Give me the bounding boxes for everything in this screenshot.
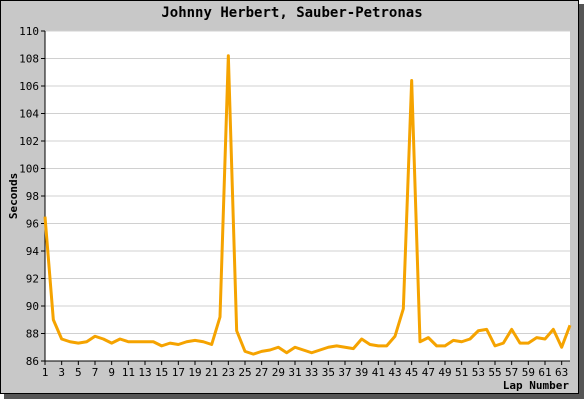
x-tick-label: 7 bbox=[92, 366, 99, 379]
y-axis-title: Seconds bbox=[7, 173, 20, 219]
y-tick-label: 104 bbox=[19, 108, 39, 121]
x-tick-label: 35 bbox=[322, 366, 335, 379]
y-tick-label: 92 bbox=[26, 273, 39, 286]
chart-title: Johnny Herbert, Sauber-Petronas bbox=[161, 5, 422, 21]
x-tick-label: 51 bbox=[455, 366, 468, 379]
data-line bbox=[43, 54, 572, 356]
x-tick-label: 55 bbox=[488, 366, 501, 379]
x-tick-label: 61 bbox=[538, 366, 551, 379]
x-tick-label: 47 bbox=[422, 366, 435, 379]
x-tick-label: 13 bbox=[138, 366, 151, 379]
x-tick-label: 17 bbox=[172, 366, 185, 379]
x-tick-label: 41 bbox=[372, 366, 385, 379]
x-tick-label: 53 bbox=[472, 366, 485, 379]
x-tick-label: 11 bbox=[122, 366, 135, 379]
y-tick-label: 96 bbox=[26, 218, 39, 231]
y-tick-label: 100 bbox=[19, 163, 39, 176]
x-tick-label: 43 bbox=[388, 366, 401, 379]
x-tick-label: 5 bbox=[75, 366, 82, 379]
x-tick-label: 23 bbox=[222, 366, 235, 379]
x-tick-label: 9 bbox=[108, 366, 115, 379]
x-tick-label: 63 bbox=[555, 366, 568, 379]
x-tick-label: 27 bbox=[255, 366, 268, 379]
x-tick-label: 59 bbox=[522, 366, 535, 379]
x-tick-label: 37 bbox=[338, 366, 351, 379]
x-tick-label: 25 bbox=[238, 366, 251, 379]
x-tick-label: 29 bbox=[272, 366, 285, 379]
x-tick-label: 15 bbox=[155, 366, 168, 379]
y-tick-label: 110 bbox=[19, 25, 39, 38]
x-tick-label: 3 bbox=[58, 366, 65, 379]
x-tick-label: 1 bbox=[42, 366, 49, 379]
x-tick-label: 21 bbox=[205, 366, 218, 379]
x-axis-title: Lap Number bbox=[503, 379, 570, 392]
y-tick-label: 106 bbox=[19, 80, 39, 93]
x-tick-label: 33 bbox=[305, 366, 318, 379]
y-tick-label: 98 bbox=[26, 190, 39, 203]
y-tick-label: 108 bbox=[19, 53, 39, 66]
y-tick-label: 90 bbox=[26, 300, 39, 313]
x-tick-label: 19 bbox=[188, 366, 201, 379]
x-tick-label: 31 bbox=[288, 366, 301, 379]
x-tick-label: 49 bbox=[438, 366, 451, 379]
y-tick-label: 88 bbox=[26, 328, 39, 341]
x-tick-label: 39 bbox=[355, 366, 368, 379]
y-tick-label: 94 bbox=[26, 245, 40, 258]
x-tick-label: 45 bbox=[405, 366, 418, 379]
x-tick-label: 57 bbox=[505, 366, 518, 379]
y-tick-label: 102 bbox=[19, 135, 39, 148]
y-tick-label: 86 bbox=[26, 355, 39, 368]
